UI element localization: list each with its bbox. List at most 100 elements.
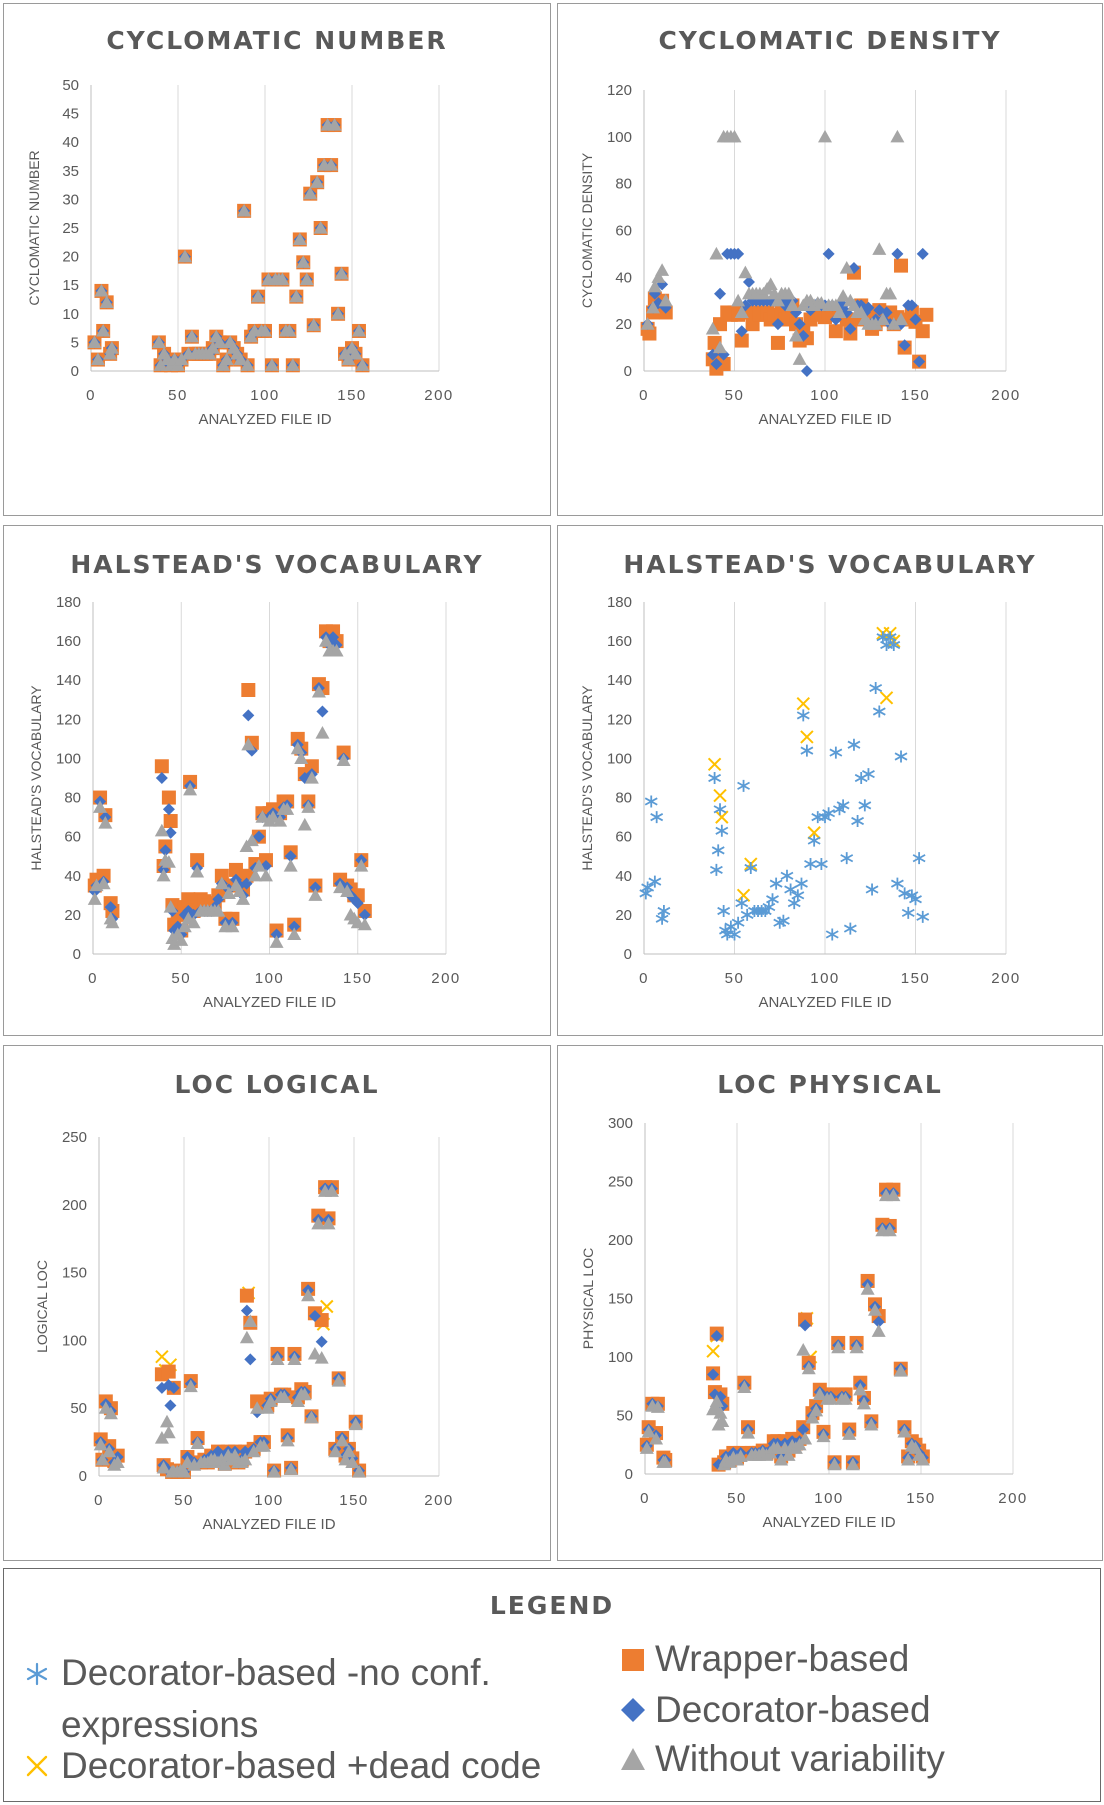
series-without (639, 1188, 930, 1471)
without-point (838, 1392, 853, 1405)
without-point (287, 1352, 302, 1365)
decorator-point (242, 709, 255, 722)
without-point (709, 246, 724, 260)
without-point (731, 293, 746, 307)
without-point (225, 919, 240, 933)
series-without (87, 118, 370, 371)
without-point (315, 726, 330, 739)
without-point (248, 868, 263, 882)
decorator-point (909, 313, 922, 326)
x-tick-label: 150 (343, 970, 373, 987)
without-point (738, 265, 753, 279)
without-point (335, 1433, 350, 1447)
nodecl-point (715, 824, 729, 837)
x-tick-label: 50 (168, 387, 188, 404)
chart-plot-area: 0 50 100 150 200 0 20 40 60 80 100 120 ANALYZED FILE… (579, 82, 1019, 428)
without-point (348, 346, 363, 360)
y-tick-label: 20 (64, 907, 81, 924)
chart-plot-area: 0 50 100 150 200 0 50 100 150 200 250 ANALYZED FILE… (34, 1129, 454, 1533)
y-tick-label: 10 (62, 306, 79, 323)
decorator-point (862, 301, 875, 314)
without-point (842, 1427, 857, 1440)
without-point (868, 1303, 882, 1316)
without-point (292, 232, 307, 246)
without-point (355, 358, 370, 371)
chart-panel-loc-physical: LOC PHYSICAL 0 50 100 150 200 0 50 100 150 200 250… (557, 1045, 1103, 1561)
without-point (894, 312, 909, 326)
y-tick-label: 100 (607, 129, 632, 146)
chart-plot-area: 0 50 100 150 200 0 5 10 15 20 25 30 35 40 45 50 ANALYZED… (26, 77, 452, 428)
dead-point (706, 1344, 720, 1358)
y-tick-label: 20 (615, 907, 632, 924)
without-point (233, 352, 248, 366)
without-point (297, 817, 312, 831)
without-point (90, 352, 105, 366)
decorator-point (913, 355, 926, 368)
without-point (205, 341, 220, 354)
without-point (105, 915, 120, 929)
without-point (827, 1457, 842, 1471)
dead-point (879, 691, 894, 705)
without-point (236, 892, 251, 905)
chart-panel-halstead-vocabulary-2: HALSTEAD'S VOCABULARY 0 50 100 150 200 0 20 40 6… (557, 525, 1103, 1036)
decorator-point (284, 850, 297, 863)
y-tick-label: 0 (73, 946, 81, 963)
y-tick-label: 180 (607, 594, 632, 611)
without-point (87, 335, 102, 348)
x-tick-label: 100 (255, 970, 285, 987)
y-tick-label: 150 (62, 1265, 87, 1282)
y-tick-label: 30 (62, 191, 79, 208)
nodecl-point (916, 910, 930, 923)
y-axis-label: HALSTEAD'S VOCABULARY (28, 685, 44, 871)
nodecl-point (784, 883, 798, 896)
decorator-point (706, 348, 719, 361)
without-point (287, 927, 302, 941)
legend-label-nodecl-line2: expressions (61, 1704, 259, 1745)
decorator-point (742, 276, 755, 289)
wrapper-point (770, 335, 785, 350)
without-point (110, 1455, 125, 1469)
without-point (258, 323, 272, 337)
nodecl-point (840, 852, 854, 865)
nodecl-point (644, 795, 658, 808)
without-point (103, 1406, 118, 1420)
without-point (313, 221, 328, 234)
without-point (156, 1460, 171, 1474)
y-tick-label: 45 (62, 106, 79, 123)
decorator-point (891, 247, 904, 260)
y-tick-label: 140 (607, 672, 632, 689)
decorator-point (159, 844, 172, 857)
decorator-point (164, 1399, 177, 1412)
without-point (839, 260, 854, 274)
y-tick-label: 20 (615, 316, 632, 333)
without-point (160, 1414, 174, 1428)
decorator-point (710, 357, 723, 370)
chart-panel-halstead-vocabulary-1: HALSTEAD'S VOCABULARY 0 50 100 150 200 0 20 40 6… (3, 525, 551, 1036)
without-point (727, 129, 742, 143)
without-point (733, 1449, 748, 1463)
without-point (849, 1340, 864, 1354)
nodecl-point (898, 887, 912, 900)
chart-title: CYCLOMATIC DENSITY (658, 26, 1002, 55)
without-point (785, 298, 800, 312)
without-point (336, 753, 351, 766)
x-tick-label: 100 (810, 387, 840, 404)
without-point (321, 1216, 336, 1230)
nodecl-point (909, 893, 922, 906)
without-point (860, 1282, 875, 1295)
without-point (737, 1380, 752, 1394)
without-point (646, 300, 661, 314)
dead-point (800, 730, 814, 744)
x-tick-label: 200 (424, 1492, 454, 1509)
without-point (102, 1444, 117, 1458)
nodecl-point (865, 883, 879, 896)
decorator-point (714, 1390, 727, 1403)
nodecl-point (769, 877, 783, 890)
without-point (901, 1452, 916, 1466)
without-point (299, 272, 314, 286)
decorator-point (847, 261, 860, 274)
wrapper-point (190, 853, 205, 868)
without-point (304, 1410, 319, 1424)
without-point (87, 892, 102, 905)
without-point (301, 800, 316, 813)
